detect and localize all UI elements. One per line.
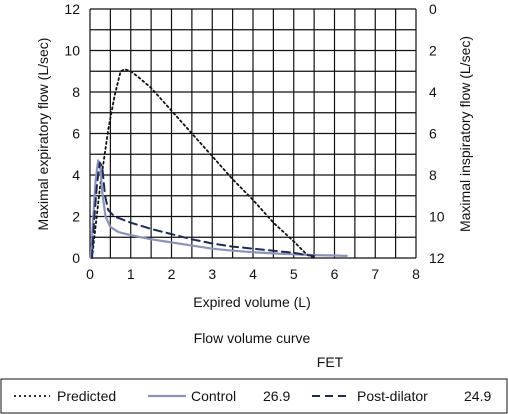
y-tick-label: 6 [72,126,80,142]
x-tick-label: 6 [331,266,339,282]
x-tick-label: 3 [208,266,216,282]
series-line-control [89,159,348,260]
legend-box [0,378,508,414]
series-layer [89,68,348,260]
y-tick-label: 4 [72,167,80,183]
y-tick-labels: 0 2 4 6 8 10 12 [64,1,80,266]
x-tick-label: 2 [168,266,176,282]
x-tick-label: 7 [371,266,379,282]
legend-label-predicted: Predicted [57,388,116,404]
y-right-tick-label: 4 [429,84,437,100]
grid [89,8,417,259]
y-right-tick-label: 12 [429,250,445,266]
series-line-predicted [91,68,315,259]
x-axis-label: Expired volume (L) [193,294,311,310]
y-tick-label: 12 [64,1,80,17]
y-tick-label: 2 [72,209,80,225]
y-right-tick-label: 8 [429,167,437,183]
x-tick-label: 0 [86,266,94,282]
x-tick-label: 1 [127,266,135,282]
x-tick-label: 8 [412,266,420,282]
legend-fet-post-dilator: 24.9 [464,388,491,404]
y-right-tick-label: 6 [429,126,437,142]
y-right-tick-label: 0 [429,1,437,17]
y-right-axis-label: Maximal inspiratory flow (L/sec) [457,36,473,232]
y-tick-label: 8 [72,84,80,100]
chart-title: Flow volume curve [194,330,311,346]
y-axis-label: Maximal expiratory flow (L/sec) [35,38,51,231]
legend-label-control: Control [191,388,236,404]
y-right-tick-label: 10 [429,209,445,225]
y-right-tick-label: 2 [429,43,437,59]
x-tick-labels: 0 1 2 3 4 5 6 7 8 [86,266,420,282]
y-right-tick-labels: 12 10 8 6 4 2 0 [429,1,445,266]
series-line-post-dilator [91,161,316,259]
chart-subtitle: FET [317,354,344,370]
legend-fet-control: 26.9 [263,388,290,404]
legend: Predicted Control 26.9 Post-dilator 24.9 [0,378,508,414]
x-tick-label: 4 [249,266,257,282]
y-tick-label: 10 [64,43,80,59]
legend-label-post-dilator: Post-dilator [357,388,428,404]
y-tick-label: 0 [72,250,80,266]
x-tick-label: 5 [290,266,298,282]
